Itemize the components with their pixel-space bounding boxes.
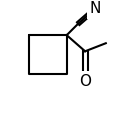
Text: O: O xyxy=(79,74,91,89)
Text: N: N xyxy=(90,1,101,16)
